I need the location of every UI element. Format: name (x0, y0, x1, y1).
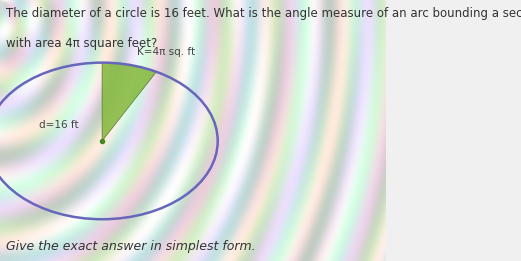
Text: K=4π sq. ft: K=4π sq. ft (137, 47, 195, 57)
Text: d=16 ft: d=16 ft (40, 120, 79, 130)
Text: The diameter of a circle is 16 feet. What is the angle measure of an arc boundin: The diameter of a circle is 16 feet. Wha… (6, 7, 521, 20)
Text: Give the exact answer in simplest form.: Give the exact answer in simplest form. (6, 240, 255, 253)
Wedge shape (102, 63, 156, 141)
Text: with area 4π square feet?: with area 4π square feet? (6, 37, 157, 50)
